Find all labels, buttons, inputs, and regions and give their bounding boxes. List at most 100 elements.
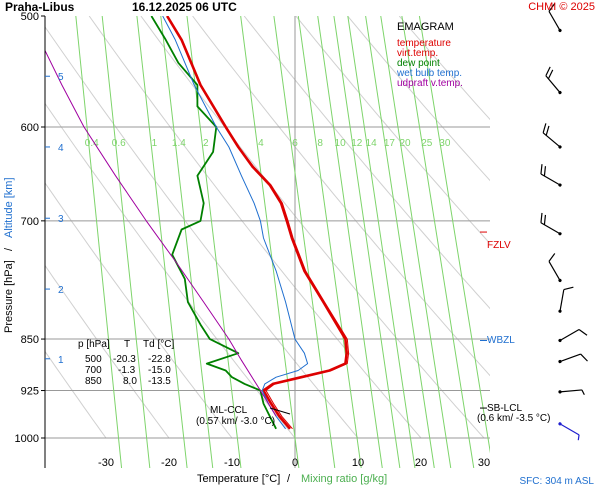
mixing-ratio-label: 4	[258, 138, 264, 149]
barb-staff	[559, 389, 582, 393]
mlccl-label: ML-CCL	[210, 405, 248, 416]
x-tick-label: 0	[292, 457, 298, 469]
y-axis-title-sep: /	[3, 247, 15, 251]
mixing-ratio-lines: 0.4 0.6 1 1.4 2 4 6 8 10 12 14 17 20 25 30	[75, 16, 490, 468]
barb-dot	[558, 359, 562, 364]
wind-barb	[558, 286, 574, 313]
mixing-ratio-label: 30	[439, 138, 451, 149]
dry-adiabat	[295, 16, 490, 245]
wind-barb	[548, 3, 562, 33]
legend-item-virt-temp: virt.temp.	[397, 48, 438, 59]
alt-tick-label: 3	[58, 214, 64, 225]
y-tick-label: 500	[21, 11, 39, 23]
mixing-ratio-line	[297, 16, 362, 468]
barb-full	[543, 214, 547, 225]
y-axis-title-altitude: Altitude [km]	[3, 177, 15, 238]
sounding-curves	[45, 16, 350, 430]
barb-full	[545, 66, 551, 76]
mixing-ratio-line	[365, 16, 435, 468]
barb-staff	[559, 353, 581, 363]
mixing-ratio-label: 0.6	[112, 138, 126, 149]
barb-dot	[558, 309, 562, 313]
barb-dot	[558, 90, 562, 95]
barb-dot	[558, 390, 562, 394]
y-tick-label: 600	[21, 122, 39, 134]
mixing-ratio-label: 25	[421, 138, 433, 149]
barb-full	[540, 212, 543, 223]
wind-barbs	[540, 3, 588, 441]
value-table: p [hPa] T Td [°C] 500 -20.3 -22.8 700 -1…	[78, 339, 174, 387]
wind-barb	[558, 353, 588, 364]
legend-item-updraft: udpraft v.temp.	[397, 78, 463, 89]
wind-barb	[540, 212, 562, 236]
x-axis-title: Temperature [°C]	[197, 473, 280, 485]
table-header-t: T	[124, 339, 130, 350]
barb-dot	[558, 232, 562, 236]
barb-full	[545, 125, 550, 136]
table-row-td: -13.5	[148, 376, 171, 387]
alt-tick-label: 4	[58, 143, 64, 154]
dry-adiabat	[88, 16, 422, 439]
table-row-p: 700	[85, 365, 102, 376]
mixing-ratio-line	[75, 16, 123, 468]
mlccl-value: (0.57 km/ -3.0 °C)	[196, 416, 275, 427]
y-tick-label: 850	[21, 334, 39, 346]
barb-full	[563, 286, 574, 291]
y-tick-label: 1000	[15, 433, 39, 445]
mixing-ratio-label: 1.4	[172, 138, 186, 149]
legend-item-temperature: temperature	[397, 38, 451, 49]
sfc-label: SFC: 304 m ASL	[520, 476, 595, 487]
wind-barb	[558, 422, 580, 441]
curve-virt-temp	[167, 16, 350, 430]
mixing-ratio-label: 12	[351, 138, 363, 149]
station-title: Praha-Libus	[5, 0, 75, 14]
x-tick-label: 20	[415, 457, 427, 469]
sblcl-label: SB-LCL	[487, 403, 522, 414]
barb-staff	[559, 328, 580, 342]
barb-dot	[558, 338, 562, 343]
sblcl-value: (0.6 km/ -3.5 °C)	[477, 413, 550, 424]
wind-barb	[548, 253, 562, 283]
x-tick-label: -20	[161, 457, 177, 469]
wind-barb	[542, 123, 562, 149]
mixing-ratio-label: 0.4	[85, 138, 99, 149]
mixing-ratio-line	[401, 16, 475, 468]
barb-dot	[558, 145, 562, 149]
mixing-ratio-line	[347, 16, 416, 468]
alt-tick-label: 5	[58, 72, 64, 83]
barb-dot	[558, 28, 562, 33]
curve-udpraft-v-temp	[45, 49, 277, 417]
mixing-ratio-line	[240, 16, 300, 468]
mixing-ratio-label: 6	[292, 138, 298, 149]
table-row-p: 850	[85, 376, 102, 387]
mixing-ratio-label: 14	[366, 138, 378, 149]
legend-item-wet-bulb: wet bulb temp.	[396, 68, 462, 79]
mixing-ratio-line	[418, 16, 490, 454]
barb-staff	[540, 173, 561, 186]
barb-full	[578, 329, 588, 336]
dry-adiabat	[45, 264, 170, 439]
barb-full	[547, 69, 554, 80]
mixing-ratio-label: 8	[317, 138, 323, 149]
barb-staff	[545, 75, 561, 93]
legend-item-dew-point: dew point	[397, 58, 440, 69]
barb-full	[543, 166, 547, 177]
x-tick-label: -10	[224, 457, 240, 469]
y-tick-label: 925	[21, 386, 39, 398]
dry-adiabat	[192, 16, 490, 377]
mixing-ratio-line	[317, 16, 383, 468]
table-row-td: -22.8	[148, 354, 171, 365]
barb-staff	[542, 132, 561, 148]
table-row-td: -15.0	[148, 365, 171, 376]
wbzl-label: WBZL	[487, 335, 515, 346]
x-tick-label: 30	[478, 457, 490, 469]
wind-barb	[545, 66, 562, 95]
legend-title: EMAGRAM	[397, 21, 454, 33]
x-tick-label: -30	[98, 457, 114, 469]
mixing-ratio-line	[273, 16, 336, 468]
barb-half	[577, 434, 580, 441]
wind-barb	[558, 328, 588, 343]
credit-text: CHMI © 2025	[528, 1, 595, 13]
